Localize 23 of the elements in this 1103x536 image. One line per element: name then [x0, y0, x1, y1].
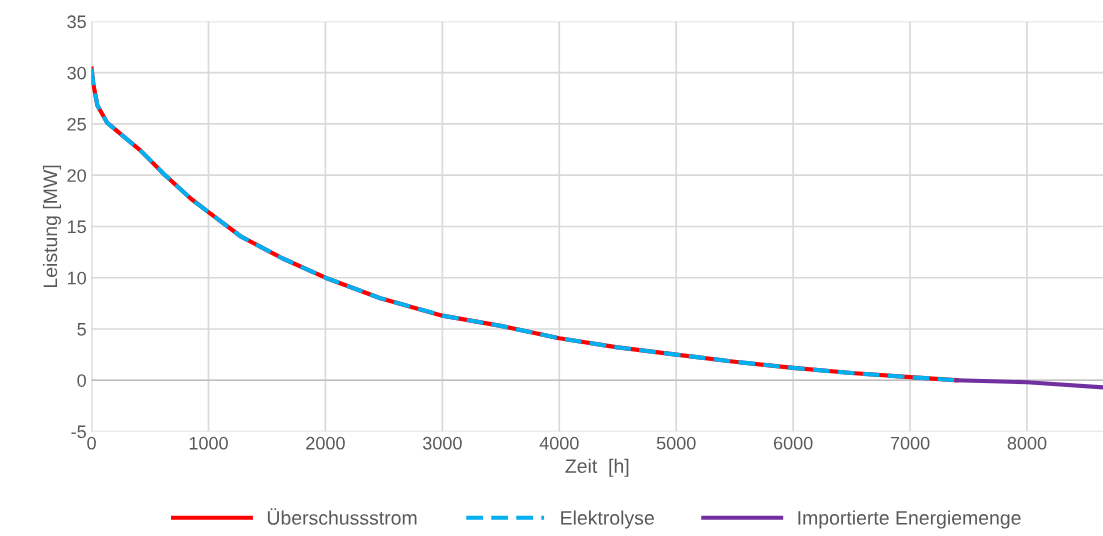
y-tick-label: 35 — [67, 15, 86, 29]
x-tick-label: 8000 — [1007, 436, 1047, 450]
x-tick-label: 1000 — [189, 436, 228, 450]
y-tick-label: 15 — [67, 220, 86, 234]
x-axis-title: Zeit [h] — [565, 458, 629, 477]
x-tick-label: 5000 — [656, 436, 696, 450]
x-tick-label: 7000 — [890, 436, 930, 450]
x-tick-label: 3000 — [422, 436, 462, 450]
y-tick-label: -5 — [71, 425, 86, 439]
y-axis-title: Leistung [MW] — [42, 165, 62, 287]
y-tick-label: 5 — [77, 323, 86, 336]
y-tick-label: 10 — [67, 271, 86, 285]
legend-label: Überschussstrom — [267, 508, 417, 525]
y-tick-label: 25 — [67, 117, 86, 131]
x-tick-label: 6000 — [773, 436, 813, 450]
legend-label: Importierte Energiemenge — [798, 510, 1021, 529]
y-tick-label: 0 — [77, 374, 86, 387]
legend-label: Elektrolyse — [561, 510, 654, 529]
x-tick-label: 4000 — [539, 436, 579, 450]
y-tick-label: 20 — [67, 169, 86, 182]
x-tick-label: 2000 — [306, 436, 345, 450]
x-tick-label: 0 — [87, 436, 96, 450]
y-tick-label: 30 — [67, 66, 86, 80]
